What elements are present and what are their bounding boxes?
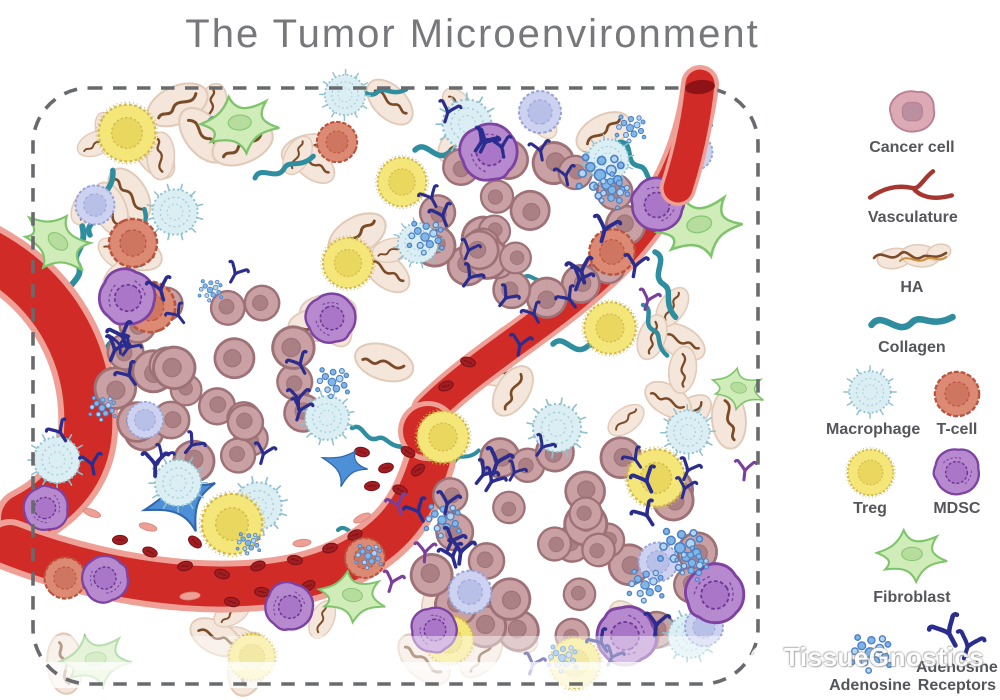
legend-label-mdsc: MDSC [933, 499, 981, 517]
treg-icon [844, 446, 896, 498]
fibroblast-icon [875, 529, 949, 584]
legend: Cancer cell Vasculature HA Collagen Macropha… [826, 86, 998, 695]
dashed-panel-border [31, 86, 760, 686]
legend-item-t-cell: T-cell [931, 368, 983, 439]
legend-label-macrophage: Macrophage [826, 420, 921, 438]
legend-label-fibroblast: Fibroblast [873, 589, 951, 607]
legend-label-cancer-cell: Cancer cell [869, 139, 955, 156]
legend-item-ha: HA [866, 234, 958, 297]
legend-label-ha: HA [900, 278, 924, 296]
collagen-icon [865, 304, 959, 338]
figure-title: The Tumor Microenvironment [185, 12, 760, 56]
legend-item-fibroblast: Fibroblast [867, 524, 957, 607]
t-cell-icon [933, 370, 981, 417]
legend-label-treg: Treg [853, 499, 887, 517]
mdsc-icon [932, 447, 981, 495]
legend-item-adenosine: Adenosine [829, 632, 911, 695]
legend-item-collagen: Collagen [865, 304, 959, 357]
receptors-icon [931, 614, 983, 658]
legend-label-t-cell: T-cell [936, 420, 978, 438]
legend-item-treg: Treg [844, 446, 897, 518]
legend-item-vasculature: Vasculature [867, 164, 958, 227]
legend-label-adenosine-receptors: Adenosine Receptors [916, 659, 998, 695]
legend-item-mdsc: MDSC [930, 446, 983, 518]
legend-item-macrophage: Macrophage [826, 364, 921, 439]
bottom-fade [34, 636, 756, 688]
legend-item-cancer-cell: Cancer cell [869, 86, 955, 157]
ha-icon [872, 240, 954, 272]
vasculature-icon [867, 164, 957, 208]
legend-item-adenosine-receptors: Adenosine Receptors [916, 614, 998, 695]
macrophage-icon [842, 364, 898, 419]
adenosine-icon [848, 634, 893, 675]
legend-label-adenosine: Adenosine [829, 677, 911, 695]
legend-label-vasculature: Vasculature [867, 208, 958, 226]
cancer-cell-icon [888, 90, 936, 133]
vessel-entry [660, 66, 718, 206]
legend-label-collagen: Collagen [878, 338, 946, 356]
